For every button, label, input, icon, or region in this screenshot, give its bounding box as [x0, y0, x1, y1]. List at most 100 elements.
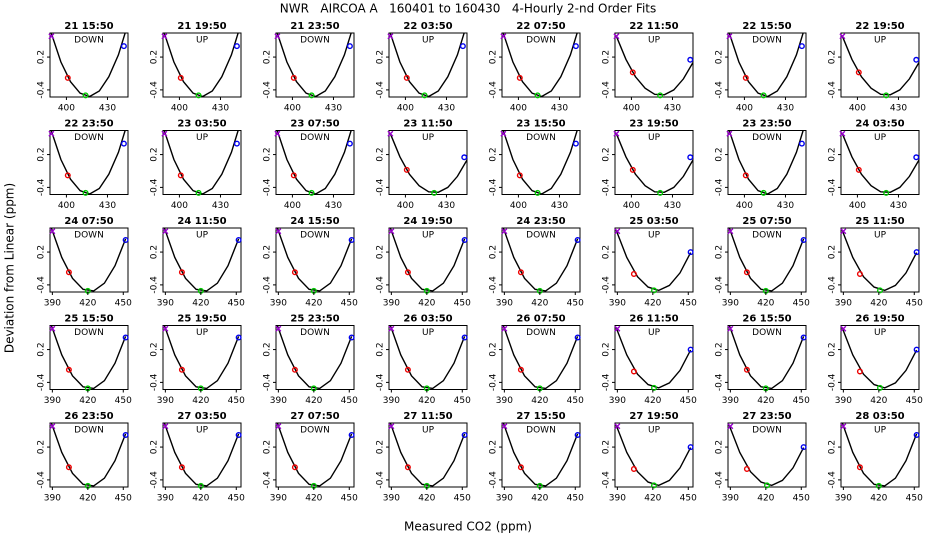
point: [235, 334, 242, 341]
y-tick-label: 0.2: [489, 147, 499, 161]
point: [517, 269, 524, 276]
x-tick-label: 420: [644, 494, 661, 504]
x-tick-label: 430: [551, 104, 568, 114]
point: [855, 166, 862, 173]
x-tick-label: 430: [890, 104, 907, 114]
point: [726, 33, 733, 40]
x-tick-label: 400: [736, 104, 753, 114]
panel-title: 21 15:50: [64, 21, 113, 32]
annotation: DOWN: [526, 426, 556, 436]
fit-curve: [50, 130, 126, 195]
point: [913, 154, 920, 161]
fit-curve: [163, 325, 240, 390]
fit-curve: [502, 423, 579, 487]
y-tick-label: -0.4: [828, 373, 838, 391]
point: [387, 33, 394, 40]
x-tick-label: 450: [680, 396, 697, 406]
annotation: DOWN: [74, 426, 104, 436]
y-tick-label: -0.4: [263, 178, 273, 196]
panel: 21 23:50 DOWN 400 430 -0.4 0.2: [263, 21, 355, 114]
annotation: UP: [196, 426, 209, 436]
y-tick-label: -0.4: [828, 471, 838, 489]
panel: 22 23:50 DOWN 400 430 -0.4 0.2: [37, 119, 129, 211]
y-tick-label: 0.2: [37, 50, 47, 64]
panel-title: 25 19:50: [177, 314, 226, 325]
plot-frame: [727, 130, 807, 195]
y-tick-label: -0.4: [602, 373, 612, 391]
point: [275, 423, 282, 430]
y-tick-label: -0.4: [715, 276, 725, 294]
panel: 22 15:50 DOWN 400 430 -0.4 0.2: [715, 21, 807, 114]
point: [346, 140, 353, 147]
fit-curve: [615, 36, 693, 96]
annotation: DOWN: [74, 231, 104, 241]
point: [65, 269, 72, 276]
x-tick-label: 390: [722, 299, 739, 309]
x-tick-label: 400: [623, 104, 640, 114]
y-tick-label: -0.4: [376, 276, 386, 294]
fit-curve: [389, 325, 466, 390]
point: [629, 166, 636, 173]
y-tick-label: -0.4: [489, 178, 499, 196]
point: [120, 43, 127, 50]
x-tick-label: 390: [157, 299, 174, 309]
y-tick-label: 0.2: [828, 50, 838, 64]
y-tick-label: -0.4: [715, 373, 725, 391]
annotation: UP: [648, 133, 661, 143]
fit-curve: [50, 423, 127, 487]
panel: 24 15:50 DOWN 390 420 450 -0.4 0.2: [263, 216, 359, 309]
panel: 27 15:50 DOWN 390 420 450 -0.4 0.2: [489, 411, 585, 504]
point: [651, 482, 658, 489]
point: [534, 189, 541, 196]
point: [49, 325, 56, 332]
point: [855, 69, 862, 76]
plot-frame: [388, 130, 468, 195]
panel-title: 27 23:50: [742, 411, 791, 422]
point: [291, 464, 298, 471]
panel: 24 23:50 DOWN 390 420 450 -0.4 0.2: [489, 216, 585, 309]
point: [178, 464, 185, 471]
panel: 25 11:50 UP 390 420 450 -0.4 0.2: [828, 216, 924, 309]
point: [798, 140, 805, 147]
x-tick-label: 450: [115, 299, 132, 309]
point: [461, 237, 468, 244]
panel-title: 25 03:50: [629, 216, 678, 227]
y-tick-label: 0.2: [37, 342, 47, 356]
fit-curve: [841, 36, 919, 96]
y-tick-label: 0.2: [376, 245, 386, 259]
point: [308, 92, 315, 99]
point: [49, 228, 56, 235]
point: [275, 325, 282, 332]
point: [839, 33, 846, 40]
panel-title: 24 07:50: [64, 216, 113, 227]
fit-curve: [163, 33, 239, 97]
panel: 26 11:50 UP 390 420 450 -0.4 0.2: [602, 314, 698, 407]
plot-frame: [840, 130, 920, 195]
fit-curve: [502, 33, 578, 97]
x-tick-label: 430: [664, 104, 681, 114]
point: [613, 130, 620, 137]
panel: 27 03:50 UP 390 420 450 -0.4 0.2: [150, 411, 246, 504]
plot-frame: [501, 325, 581, 390]
y-tick-label: 0.2: [489, 245, 499, 259]
x-tick-label: 450: [680, 299, 697, 309]
y-tick-label: 0.2: [37, 440, 47, 454]
y-tick-label: -0.4: [828, 81, 838, 99]
annotation: UP: [422, 36, 435, 46]
y-tick-label: 0.2: [150, 342, 160, 356]
point: [122, 432, 129, 439]
y-tick-label: -0.4: [489, 373, 499, 391]
point: [388, 228, 395, 235]
y-tick-label: -0.4: [150, 81, 160, 99]
y-tick-label: 0.2: [602, 147, 612, 161]
x-tick-label: 400: [849, 201, 866, 211]
x-tick-label: 420: [79, 396, 96, 406]
panel: 25 23:50 DOWN 390 420 450 -0.4 0.2: [263, 314, 359, 407]
point: [743, 269, 750, 276]
fit-curve: [389, 228, 466, 292]
fit-curve: [163, 130, 239, 195]
y-tick-label: 0.2: [376, 50, 386, 64]
x-tick-label: 390: [383, 396, 400, 406]
x-tick-label: 450: [228, 494, 245, 504]
